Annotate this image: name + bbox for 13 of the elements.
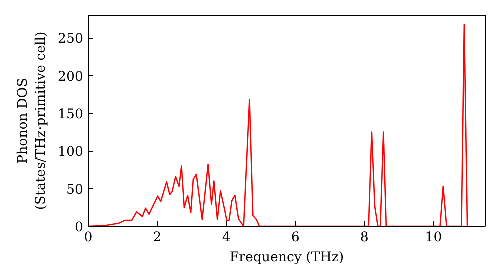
- y-tick-label: 50: [66, 182, 84, 198]
- y-tick-label: 250: [58, 32, 84, 48]
- x-tick-label: 8: [360, 230, 369, 246]
- x-axis-title: Frequency (THz): [230, 250, 344, 266]
- y-tick-label: 150: [58, 107, 84, 122]
- x-tick-label: 6: [291, 230, 300, 246]
- x-tick-label: 2: [153, 230, 162, 246]
- y-tick-label: 100: [58, 145, 84, 160]
- y-tick-label: 0: [75, 220, 84, 236]
- x-tick-label: 10: [425, 230, 442, 246]
- y-tick-label: 200: [58, 70, 84, 85]
- y-axis-title: Phonon DOS (States/THz·primitive cell): [16, 32, 50, 210]
- x-tick-label: 4: [222, 230, 231, 246]
